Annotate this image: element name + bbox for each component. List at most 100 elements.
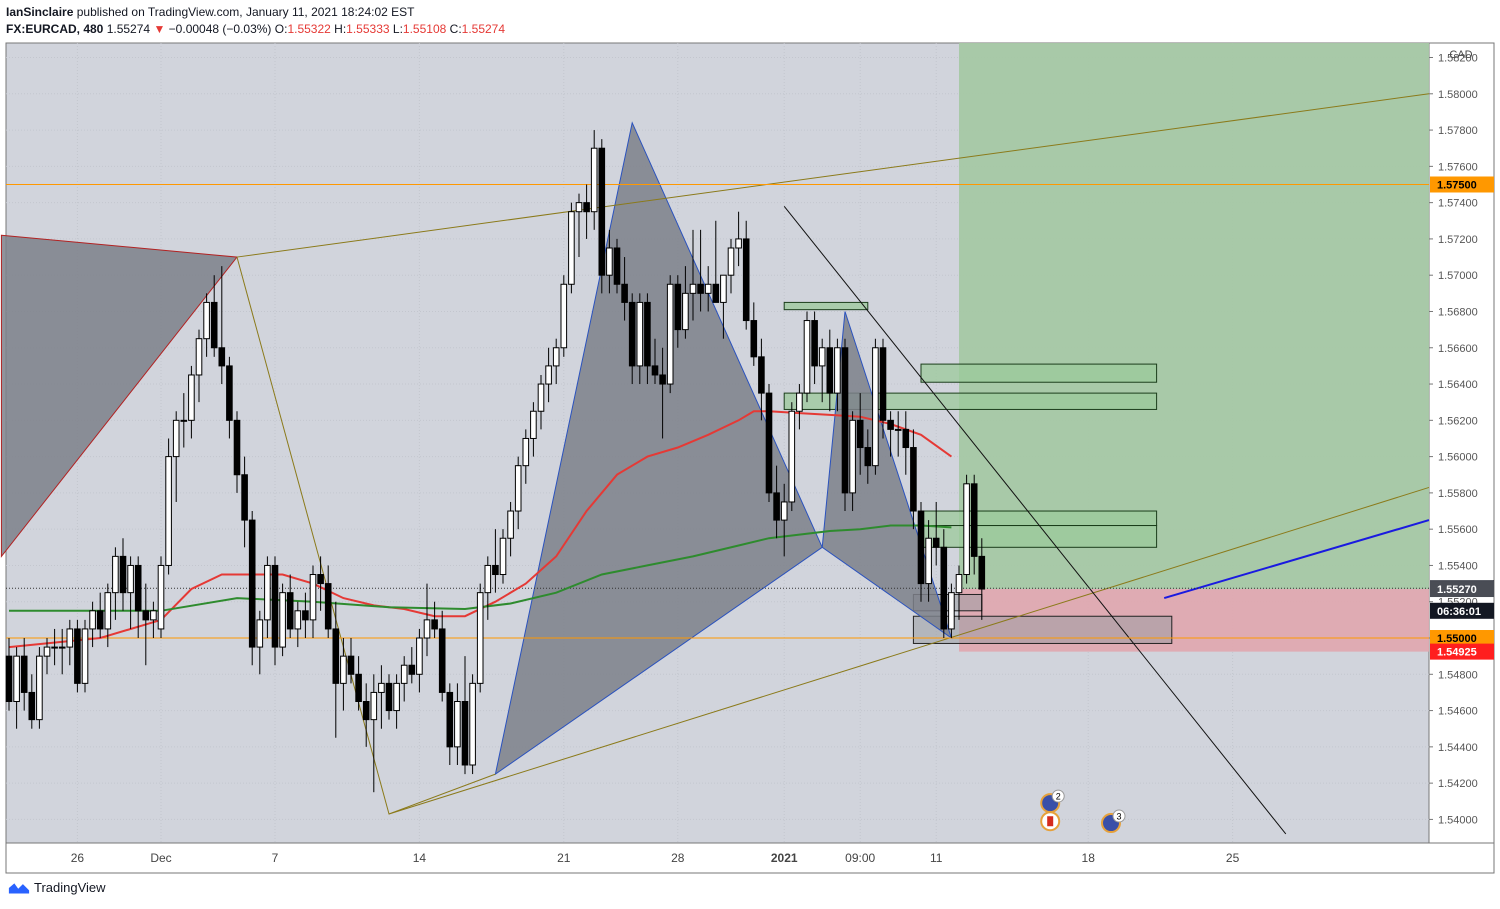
candle-body[interactable]	[13, 655, 20, 703]
candle-body[interactable]	[796, 392, 803, 412]
pattern-leg[interactable]	[236, 256, 496, 815]
candle-body[interactable]	[674, 283, 682, 331]
candle-body[interactable]	[294, 610, 302, 630]
candle-body[interactable]	[955, 574, 963, 594]
candle-body[interactable]	[431, 619, 438, 630]
candle-body[interactable]	[469, 682, 476, 766]
candle-body[interactable]	[537, 383, 545, 412]
candle-body[interactable]	[142, 610, 150, 621]
candle-body[interactable]	[940, 546, 948, 630]
candle-body[interactable]	[89, 610, 96, 630]
candle-body[interactable]	[780, 501, 788, 521]
price-tag[interactable]	[1430, 581, 1494, 598]
candle-body[interactable]	[644, 301, 651, 367]
candle-body[interactable]	[636, 301, 644, 367]
candle-body[interactable]	[666, 283, 674, 385]
candle-body[interactable]	[651, 365, 659, 376]
candle-body[interactable]	[226, 365, 233, 421]
candle-body[interactable]	[727, 247, 735, 276]
candle-body[interactable]	[841, 347, 849, 494]
candle-body[interactable]	[157, 564, 165, 630]
candle-body[interactable]	[203, 301, 210, 340]
pattern-xab[interactable]	[494, 121, 823, 776]
candle-body[interactable]	[309, 574, 317, 621]
candle-body[interactable]	[461, 701, 469, 766]
candle-body[interactable]	[492, 564, 499, 576]
tradingview-footer[interactable]: TradingView	[8, 880, 106, 895]
candle-body[interactable]	[507, 510, 514, 539]
candle-body[interactable]	[195, 338, 203, 376]
candle-body[interactable]	[765, 392, 773, 494]
candle-body[interactable]	[879, 347, 887, 421]
candle-body[interactable]	[279, 592, 286, 648]
candle-body[interactable]	[545, 365, 552, 385]
candle-body[interactable]	[271, 564, 279, 648]
candle-body[interactable]	[286, 592, 294, 630]
candle-body[interactable]	[788, 410, 796, 503]
candle-body[interactable]	[932, 537, 940, 548]
candle-body[interactable]	[332, 628, 340, 684]
candle-body[interactable]	[970, 483, 978, 557]
candle-body[interactable]	[689, 283, 697, 294]
candle-body[interactable]	[773, 492, 780, 521]
candle-body[interactable]	[248, 519, 256, 648]
price-tag[interactable]	[1430, 643, 1494, 660]
candle-body[interactable]	[818, 347, 826, 367]
candle-body[interactable]	[742, 238, 750, 322]
candle-body[interactable]	[575, 202, 583, 213]
candle-body[interactable]	[910, 447, 917, 512]
candle-body[interactable]	[324, 583, 332, 630]
candle-body[interactable]	[902, 428, 910, 449]
candle-body[interactable]	[355, 673, 362, 703]
candle-body[interactable]	[74, 628, 81, 684]
candle-body[interactable]	[58, 646, 66, 649]
price-tag[interactable]	[1430, 602, 1494, 619]
candle-body[interactable]	[317, 574, 324, 585]
candle-body[interactable]	[378, 682, 385, 693]
candle-body[interactable]	[606, 247, 613, 276]
candle-body[interactable]	[864, 447, 872, 467]
candle-body[interactable]	[834, 347, 841, 394]
candle-body[interactable]	[621, 283, 628, 303]
lower-trend-line[interactable]	[388, 486, 1430, 815]
candle-body[interactable]	[180, 419, 188, 422]
target-zone[interactable]	[959, 43, 1429, 590]
candle-body[interactable]	[370, 691, 378, 721]
candle-body[interactable]	[917, 510, 925, 585]
supply-zone[interactable]	[912, 615, 1173, 644]
candle-body[interactable]	[750, 320, 758, 358]
candle-body[interactable]	[188, 374, 195, 421]
candle-body[interactable]	[826, 347, 834, 394]
candle-body[interactable]	[362, 701, 370, 721]
candle-body[interactable]	[613, 247, 621, 285]
candle-body[interactable]	[400, 664, 408, 684]
candle-body[interactable]	[978, 555, 986, 590]
candle-body[interactable]	[552, 347, 560, 367]
candle-body[interactable]	[704, 283, 712, 294]
candle-body[interactable]	[28, 691, 36, 721]
candle-body[interactable]	[887, 419, 894, 430]
candle-body[interactable]	[454, 701, 461, 748]
candle-body[interactable]	[484, 564, 492, 594]
symbol-label[interactable]: FX:EURCAD, 480	[6, 22, 104, 36]
candle-body[interactable]	[598, 147, 606, 276]
candle-body[interactable]	[514, 465, 522, 512]
candle-body[interactable]	[925, 537, 932, 585]
candle-body[interactable]	[134, 564, 142, 612]
candle-body[interactable]	[560, 283, 568, 349]
candle-body[interactable]	[127, 564, 134, 594]
price-tag[interactable]	[1430, 630, 1494, 647]
candle-body[interactable]	[894, 428, 902, 431]
candle-body[interactable]	[5, 655, 13, 703]
candle-body[interactable]	[385, 682, 393, 712]
candle-body[interactable]	[948, 592, 955, 630]
candle-body[interactable]	[758, 356, 765, 394]
candle-body[interactable]	[150, 610, 157, 621]
candle-body[interactable]	[347, 655, 355, 675]
demand-zone[interactable]	[920, 525, 1158, 548]
candle-body[interactable]	[218, 347, 226, 367]
candle-body[interactable]	[104, 592, 112, 630]
candle-body[interactable]	[438, 628, 446, 693]
candle-body[interactable]	[872, 347, 879, 467]
candle-body[interactable]	[811, 320, 818, 367]
